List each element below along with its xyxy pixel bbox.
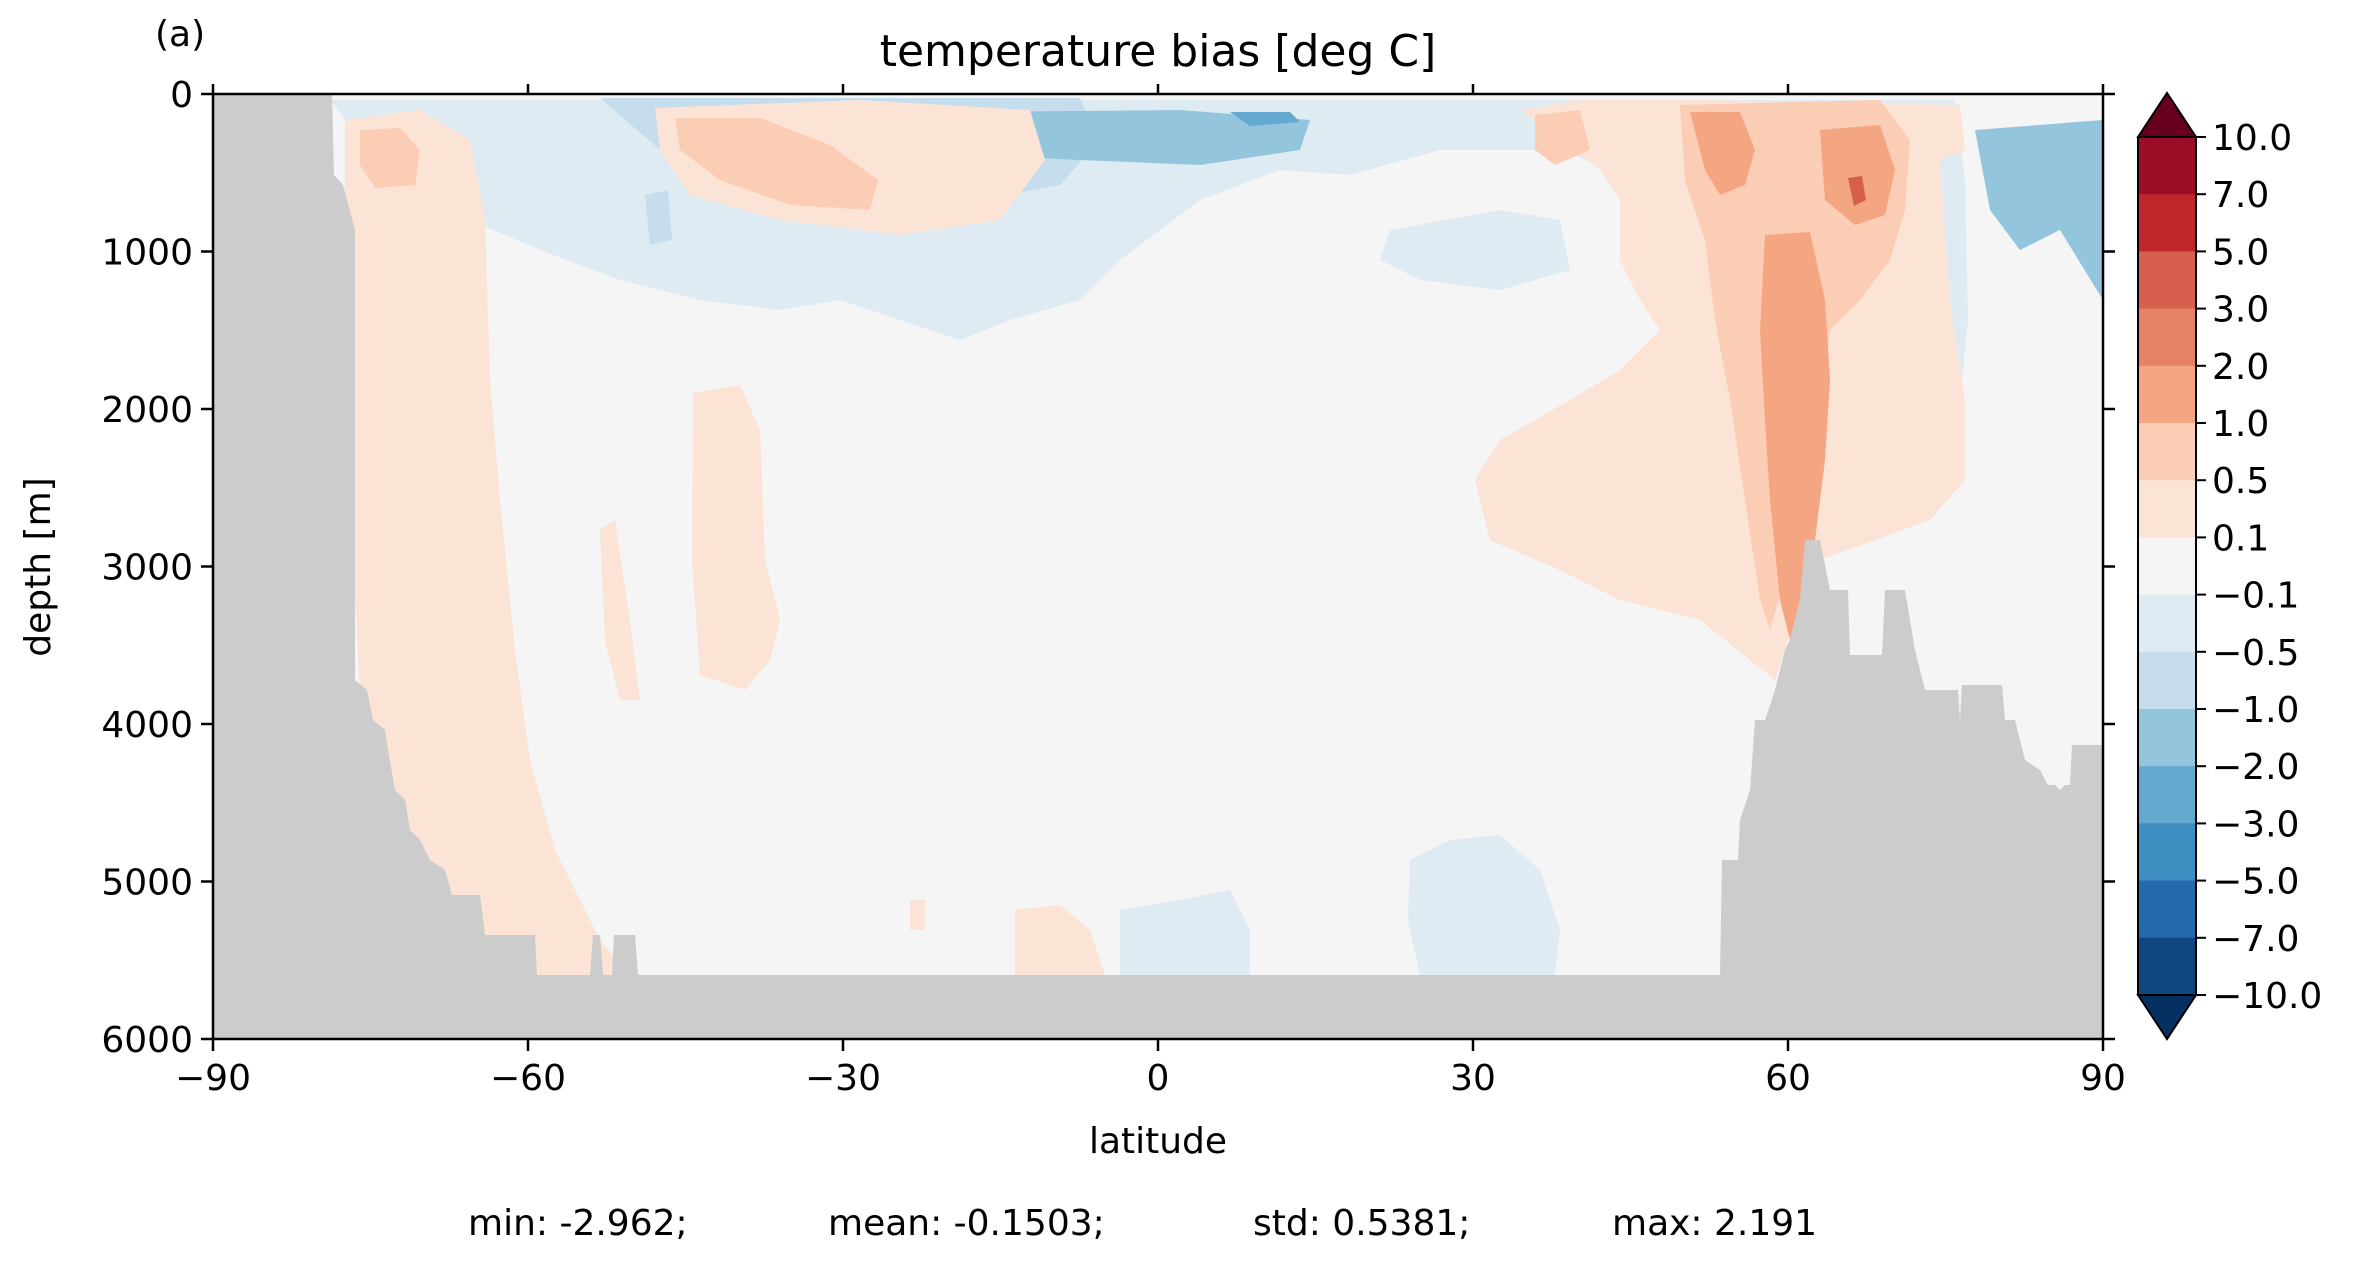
stats-line: min: -2.962; mean: -0.1503; std: 0.5381;… xyxy=(468,1203,1817,1244)
colorbar-tick-label: 10.0 xyxy=(2212,118,2292,159)
colorbar-tick-label: −2.0 xyxy=(2212,747,2299,788)
colorbar-segment xyxy=(2138,194,2196,252)
bias-region-warm-north-core xyxy=(1535,110,1590,165)
colorbar-tick-label: −0.5 xyxy=(2212,633,2299,674)
y-axis-label: depth [m] xyxy=(18,477,59,656)
colorbar-segment xyxy=(2138,137,2196,195)
y-tick-label: 4000 xyxy=(101,705,193,746)
colorbar-tick-label: 0.1 xyxy=(2212,518,2269,559)
stat-std: std: 0.5381; xyxy=(1253,1203,1470,1244)
colorbar-segment xyxy=(2138,251,2196,310)
colorbar-tick-label: −3.0 xyxy=(2212,804,2299,845)
y-tick-label: 3000 xyxy=(101,548,193,589)
bias-region-blue-6 xyxy=(1380,210,1570,290)
bias-region-warm-north-core-3 xyxy=(1690,112,1755,195)
stat-min: min: -2.962; xyxy=(468,1203,688,1244)
bias-region-blue-5 xyxy=(1975,120,2103,300)
panel-label: (a) xyxy=(155,14,205,55)
bias-region-warm-mid-deep xyxy=(692,385,780,690)
y-tick-label: 1000 xyxy=(101,233,193,274)
x-axis: −90 −60 −30 0 30 60 90 xyxy=(175,84,2126,1099)
bias-region-blue-4 xyxy=(645,190,672,245)
y-tick-label: 6000 xyxy=(101,1020,193,1061)
bias-region-warm-south xyxy=(345,110,630,975)
bias-region-blue-deep-1 xyxy=(1408,835,1560,975)
bias-region-warm-north-core-6 xyxy=(1848,176,1866,206)
x-tick-label: −60 xyxy=(490,1058,566,1099)
stat-mean: mean: -0.1503; xyxy=(828,1203,1105,1244)
bias-region-blue-2 xyxy=(958,110,1310,165)
land-arctic-ridges xyxy=(1720,540,2103,1039)
colorbar-segment xyxy=(2138,537,2196,596)
colorbar-extend-max xyxy=(2136,91,2198,138)
colorbar-tick-label: −5.0 xyxy=(2212,862,2299,903)
colorbar-tick-label: 3.0 xyxy=(2212,290,2269,331)
chart-title: temperature bias [deg C] xyxy=(880,26,1437,77)
x-tick-label: 90 xyxy=(2080,1058,2126,1099)
y-tick-label: 2000 xyxy=(101,390,193,431)
colorbar: 10.0 7.0 5.0 3.0 2.0 1.0 0.5 0.1 −0.1 −0.5 −1.0 −2.… xyxy=(2136,91,2322,1041)
colorbar-tick-label: −10.0 xyxy=(2212,976,2322,1017)
colorbar-segment xyxy=(2138,937,2196,996)
colorbar-tick-label: 5.0 xyxy=(2212,232,2269,273)
colorbar-tick-label: −0.1 xyxy=(2212,576,2299,617)
colorbar-segment xyxy=(2138,308,2196,367)
colorbar-extend-min xyxy=(2136,994,2198,1041)
y-axis: 0 1000 2000 3000 4000 5000 6000 xyxy=(101,75,2115,1061)
colorbar-tick-label: −7.0 xyxy=(2212,919,2299,960)
bias-region-warm-floor-2 xyxy=(910,900,925,930)
colorbar-segment xyxy=(2138,766,2196,824)
colorbar-tick-label: 1.0 xyxy=(2212,404,2269,445)
y-tick-label: 5000 xyxy=(101,863,193,904)
colorbar-segment xyxy=(2138,365,2196,424)
bias-region-warm-south-core xyxy=(360,128,420,188)
bias-region-blue-deep-2 xyxy=(1120,890,1250,975)
bias-region-warm-north-core-4 xyxy=(1760,232,1830,640)
x-tick-label: −30 xyxy=(805,1058,881,1099)
colorbar-segment xyxy=(2138,480,2196,538)
colorbar-tick-label: 7.0 xyxy=(2212,175,2269,216)
colorbar-frame xyxy=(2137,136,2197,996)
bias-region-blue-3 xyxy=(1230,112,1300,126)
x-tick-label: 30 xyxy=(1450,1058,1496,1099)
colorbar-segment xyxy=(2138,423,2196,481)
colorbar-tick-label: −1.0 xyxy=(2212,690,2299,731)
bias-region-warm-floor-1 xyxy=(1015,905,1105,975)
land-ocean-floor xyxy=(213,975,1725,1039)
bias-region-warm-mid-core xyxy=(675,118,878,210)
y-tick-label: 0 xyxy=(170,75,193,116)
land-antarctic-shelf xyxy=(213,94,537,975)
colorbar-segment xyxy=(2138,823,2196,882)
colorbar-tick-label: 2.0 xyxy=(2212,347,2269,388)
stat-max: max: 2.191 xyxy=(1612,1203,1817,1244)
bias-region-warm-mid-deep-2 xyxy=(600,520,640,700)
plot-area xyxy=(213,94,2103,1039)
land-ridge-south xyxy=(590,935,638,975)
colorbar-tick-label: 0.5 xyxy=(2212,461,2269,502)
x-tick-label: 60 xyxy=(1765,1058,1811,1099)
x-tick-label: −90 xyxy=(175,1058,251,1099)
colorbar-segment xyxy=(2138,709,2196,767)
x-tick-label: 0 xyxy=(1147,1058,1170,1099)
colorbar-segment xyxy=(2138,651,2196,710)
colorbar-segment xyxy=(2138,594,2196,653)
bias-region-warm-north-core-5 xyxy=(1820,125,1895,225)
x-axis-label: latitude xyxy=(1089,1121,1227,1162)
colorbar-segment xyxy=(2138,880,2196,939)
